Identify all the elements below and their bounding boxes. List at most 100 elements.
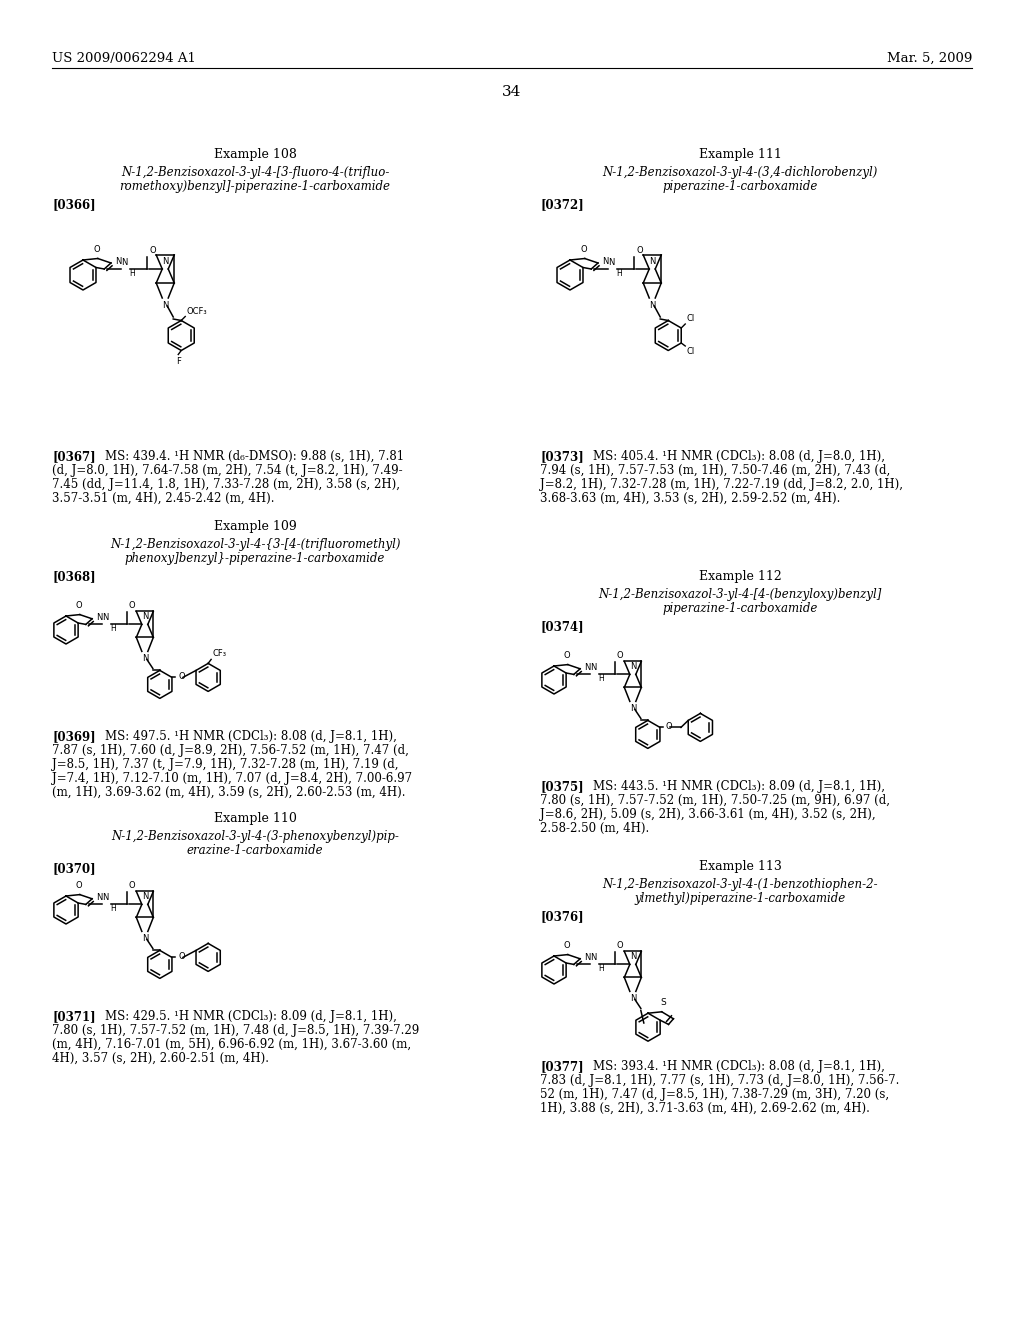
Text: erazine-1-carboxamide: erazine-1-carboxamide (186, 843, 324, 857)
Text: 7.80 (s, 1H), 7.57-7.52 (m, 1H), 7.50-7.25 (m, 9H), 6.97 (d,: 7.80 (s, 1H), 7.57-7.52 (m, 1H), 7.50-7.… (540, 795, 890, 807)
Text: N-1,2-Benzisoxazol-3-yl-4-[3-fluoro-4-(trifluo-: N-1,2-Benzisoxazol-3-yl-4-[3-fluoro-4-(t… (121, 166, 389, 180)
Text: Example 108: Example 108 (214, 148, 296, 161)
Text: 7.83 (d, J=8.1, 1H), 7.77 (s, 1H), 7.73 (d, J=8.0, 1H), 7.56-7.: 7.83 (d, J=8.1, 1H), 7.77 (s, 1H), 7.73 … (540, 1074, 899, 1086)
Text: piperazine-1-carboxamide: piperazine-1-carboxamide (663, 602, 818, 615)
Text: O: O (616, 941, 624, 950)
Text: 34: 34 (503, 84, 521, 99)
Text: [0375]: [0375] (540, 780, 584, 793)
Text: OCF₃: OCF₃ (186, 306, 207, 315)
Text: Cl: Cl (686, 347, 694, 356)
Text: J=8.5, 1H), 7.37 (t, J=7.9, 1H), 7.32-7.28 (m, 1H), 7.19 (d,: J=8.5, 1H), 7.37 (t, J=7.9, 1H), 7.32-7.… (52, 758, 398, 771)
Text: N: N (649, 301, 655, 310)
Text: CF₃: CF₃ (212, 649, 226, 659)
Text: 7.45 (dd, J=11.4, 1.8, 1H), 7.33-7.28 (m, 2H), 3.58 (s, 2H),: 7.45 (dd, J=11.4, 1.8, 1H), 7.33-7.28 (m… (52, 478, 400, 491)
Text: N: N (121, 257, 127, 267)
Text: J=8.2, 1H), 7.32-7.28 (m, 1H), 7.22-7.19 (dd, J=8.2, 2.0, 1H),: J=8.2, 1H), 7.32-7.28 (m, 1H), 7.22-7.19… (540, 478, 903, 491)
Text: piperazine-1-carboxamide: piperazine-1-carboxamide (663, 180, 818, 193)
Text: O: O (666, 722, 673, 731)
Text: (m, 1H), 3.69-3.62 (m, 4H), 3.59 (s, 2H), 2.60-2.53 (m, 4H).: (m, 1H), 3.69-3.62 (m, 4H), 3.59 (s, 2H)… (52, 785, 406, 799)
Text: Mar. 5, 2009: Mar. 5, 2009 (887, 51, 972, 65)
Text: S: S (659, 998, 666, 1007)
Text: Example 112: Example 112 (698, 570, 781, 583)
Text: 2.58-2.50 (m, 4H).: 2.58-2.50 (m, 4H). (540, 822, 649, 836)
Text: [0373]: [0373] (540, 450, 584, 463)
Text: N: N (101, 614, 109, 623)
Text: O: O (563, 941, 570, 949)
Text: 3.57-3.51 (m, 4H), 2.45-2.42 (m, 4H).: 3.57-3.51 (m, 4H), 2.45-2.42 (m, 4H). (52, 492, 274, 506)
Text: 52 (m, 1H), 7.47 (d, J=8.5, 1H), 7.38-7.29 (m, 3H), 7.20 (s,: 52 (m, 1H), 7.47 (d, J=8.5, 1H), 7.38-7.… (540, 1088, 889, 1101)
Text: N: N (115, 257, 122, 267)
Text: O: O (150, 246, 156, 255)
Text: MS: 393.4. ¹H NMR (CDCl₃): 8.08 (d, J=8.1, 1H),: MS: 393.4. ¹H NMR (CDCl₃): 8.08 (d, J=8.… (593, 1060, 885, 1073)
Text: H: H (598, 675, 604, 682)
Text: N: N (101, 894, 109, 903)
Text: [0370]: [0370] (52, 862, 95, 875)
Text: (d, J=8.0, 1H), 7.64-7.58 (m, 2H), 7.54 (t, J=8.2, 1H), 7.49-: (d, J=8.0, 1H), 7.64-7.58 (m, 2H), 7.54 … (52, 465, 402, 477)
Text: N: N (141, 892, 148, 902)
Text: O: O (179, 952, 185, 961)
Text: Example 110: Example 110 (214, 812, 296, 825)
Text: N: N (630, 663, 636, 672)
Text: [0369]: [0369] (52, 730, 95, 743)
Text: H: H (110, 624, 116, 632)
Text: O: O (563, 651, 570, 660)
Text: N-1,2-Benzisoxazol-3-yl-4-(3,4-dichlorobenzyl): N-1,2-Benzisoxazol-3-yl-4-(3,4-dichlorob… (602, 166, 878, 180)
Text: O: O (93, 244, 100, 253)
Text: 1H), 3.88 (s, 2H), 3.71-3.63 (m, 4H), 2.69-2.62 (m, 4H).: 1H), 3.88 (s, 2H), 3.71-3.63 (m, 4H), 2.… (540, 1102, 869, 1115)
Text: 3.68-3.63 (m, 4H), 3.53 (s, 2H), 2.59-2.52 (m, 4H).: 3.68-3.63 (m, 4H), 3.53 (s, 2H), 2.59-2.… (540, 492, 841, 506)
Text: [0366]: [0366] (52, 198, 95, 211)
Text: [0372]: [0372] (540, 198, 584, 211)
Text: ylmethyl)piperazine-1-carboxamide: ylmethyl)piperazine-1-carboxamide (635, 892, 846, 906)
Text: H: H (110, 904, 116, 913)
Text: [0377]: [0377] (540, 1060, 584, 1073)
Text: N: N (584, 663, 591, 672)
Text: 7.87 (s, 1H), 7.60 (d, J=8.9, 2H), 7.56-7.52 (m, 1H), 7.47 (d,: 7.87 (s, 1H), 7.60 (d, J=8.9, 2H), 7.56-… (52, 744, 409, 756)
Text: N-1,2-Benzisoxazol-3-yl-4-{3-[4-(trifluoromethyl): N-1,2-Benzisoxazol-3-yl-4-{3-[4-(trifluo… (110, 539, 400, 550)
Text: Example 111: Example 111 (698, 148, 781, 161)
Text: [0371]: [0371] (52, 1010, 95, 1023)
Text: F: F (176, 356, 180, 366)
Text: N-1,2-Benzisoxazol-3-yl-4-(3-phenoxybenzyl)pip-: N-1,2-Benzisoxazol-3-yl-4-(3-phenoxybenz… (111, 830, 399, 843)
Text: N: N (96, 894, 102, 903)
Text: N: N (162, 257, 168, 267)
Text: romethoxy)benzyl]-piperazine-1-carboxamide: romethoxy)benzyl]-piperazine-1-carboxami… (120, 180, 390, 193)
Text: N: N (162, 301, 168, 310)
Text: H: H (598, 964, 604, 973)
Text: N: N (141, 655, 148, 664)
Text: MS: 439.4. ¹H NMR (d₆-DMSO): 9.88 (s, 1H), 7.81: MS: 439.4. ¹H NMR (d₆-DMSO): 9.88 (s, 1H… (105, 450, 404, 463)
Text: O: O (179, 672, 185, 681)
Text: Cl: Cl (686, 314, 694, 323)
Text: N: N (590, 953, 596, 962)
Text: N: N (608, 257, 614, 267)
Text: N: N (141, 935, 148, 944)
Text: H: H (129, 268, 135, 277)
Text: N: N (630, 953, 636, 961)
Text: Example 113: Example 113 (698, 861, 781, 873)
Text: O: O (129, 602, 135, 610)
Text: Example 109: Example 109 (214, 520, 296, 533)
Text: US 2009/0062294 A1: US 2009/0062294 A1 (52, 51, 196, 65)
Text: N: N (630, 994, 636, 1003)
Text: O: O (616, 651, 624, 660)
Text: 7.94 (s, 1H), 7.57-7.53 (m, 1H), 7.50-7.46 (m, 2H), 7.43 (d,: 7.94 (s, 1H), 7.57-7.53 (m, 1H), 7.50-7.… (540, 465, 890, 477)
Text: N-1,2-Benzisoxazol-3-yl-4-(1-benzothiophen-2-: N-1,2-Benzisoxazol-3-yl-4-(1-benzothioph… (602, 878, 878, 891)
Text: O: O (76, 601, 82, 610)
Text: O: O (636, 246, 643, 255)
Text: N: N (590, 664, 596, 672)
Text: N: N (96, 614, 102, 622)
Text: N: N (602, 257, 608, 267)
Text: N-1,2-Benzisoxazol-3-yl-4-[4-(benzyloxy)benzyl]: N-1,2-Benzisoxazol-3-yl-4-[4-(benzyloxy)… (598, 587, 882, 601)
Text: MS: 429.5. ¹H NMR (CDCl₃): 8.09 (d, J=8.1, 1H),: MS: 429.5. ¹H NMR (CDCl₃): 8.09 (d, J=8.… (105, 1010, 397, 1023)
Text: N: N (630, 705, 636, 713)
Text: O: O (129, 882, 135, 891)
Text: (m, 4H), 7.16-7.01 (m, 5H), 6.96-6.92 (m, 1H), 3.67-3.60 (m,: (m, 4H), 7.16-7.01 (m, 5H), 6.96-6.92 (m… (52, 1038, 411, 1051)
Text: [0374]: [0374] (540, 620, 584, 634)
Text: MS: 497.5. ¹H NMR (CDCl₃): 8.08 (d, J=8.1, 1H),: MS: 497.5. ¹H NMR (CDCl₃): 8.08 (d, J=8.… (105, 730, 397, 743)
Text: [0367]: [0367] (52, 450, 95, 463)
Text: MS: 405.4. ¹H NMR (CDCl₃): 8.08 (d, J=8.0, 1H),: MS: 405.4. ¹H NMR (CDCl₃): 8.08 (d, J=8.… (593, 450, 885, 463)
Text: N: N (649, 257, 655, 267)
Text: H: H (616, 268, 622, 277)
Text: N: N (584, 953, 591, 962)
Text: O: O (76, 880, 82, 890)
Text: phenoxy]benzyl}-piperazine-1-carboxamide: phenoxy]benzyl}-piperazine-1-carboxamide (125, 552, 385, 565)
